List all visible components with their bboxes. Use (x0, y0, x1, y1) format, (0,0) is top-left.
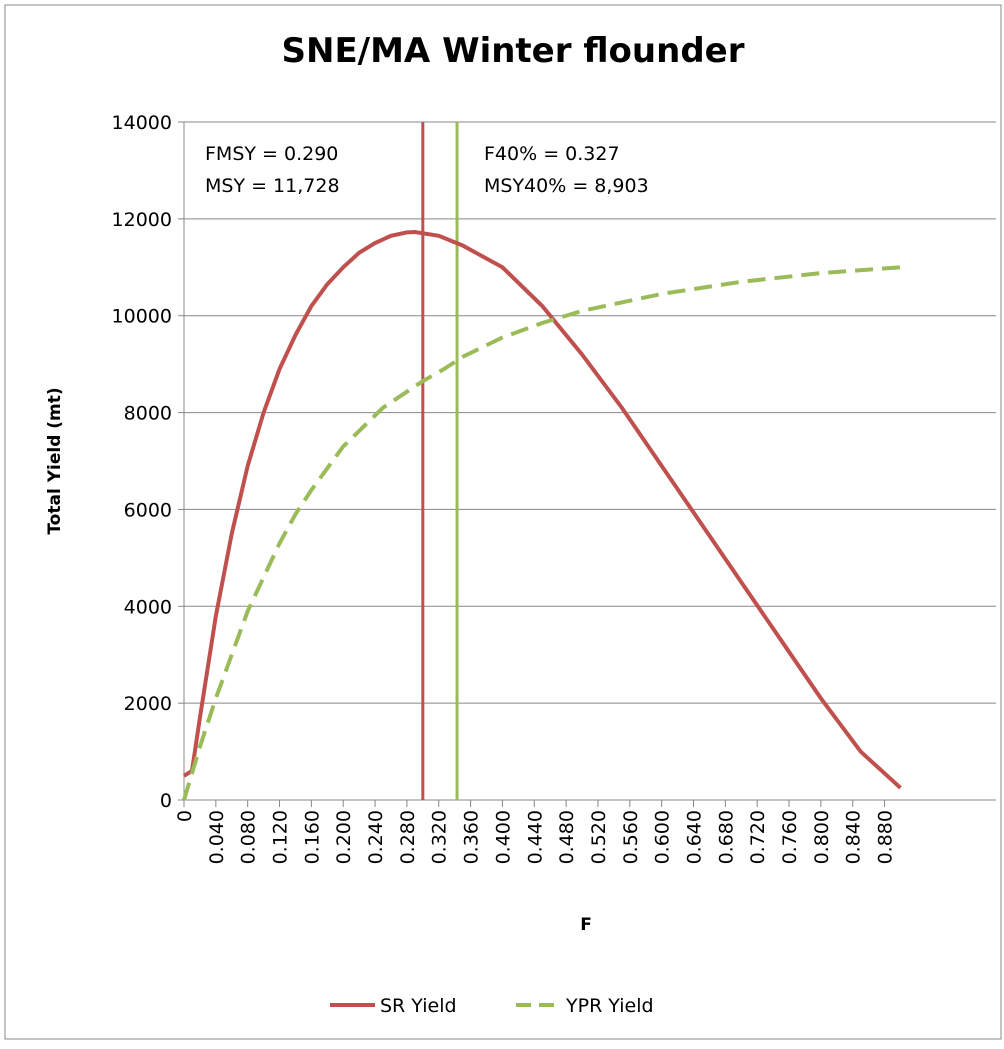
x-tick-label: 0.400 (492, 810, 514, 864)
annotation: F40% = 0.327 (484, 143, 620, 165)
annotation: MSY = 11,728 (205, 175, 340, 197)
x-tick-label: 0.120 (270, 810, 292, 864)
y-tick-label: 8000 (124, 403, 172, 425)
x-tick-label: 0.800 (811, 810, 833, 864)
legend-label: YPR Yield (565, 995, 654, 1017)
x-tick-label: 0.320 (429, 810, 451, 864)
y-tick-label: 2000 (124, 693, 172, 715)
x-tick-label: 0.840 (843, 810, 865, 864)
y-tick-label: 6000 (124, 499, 172, 521)
chart-title: SNE/MA Winter flounder (282, 31, 745, 71)
x-tick-label: 0.600 (652, 810, 674, 864)
x-tick-label: 0.080 (238, 810, 260, 864)
y-tick-label: 10000 (112, 306, 172, 328)
x-tick-label: 0.880 (875, 810, 897, 864)
annotation: MSY40% = 8,903 (484, 175, 649, 197)
x-tick-label: 0.520 (588, 810, 610, 864)
x-tick-label: 0.560 (620, 810, 642, 864)
x-tick-label: 0.200 (333, 810, 355, 864)
legend-label: SR Yield (380, 995, 457, 1017)
x-tick-label: 0.640 (683, 810, 705, 864)
x-tick-label: 0.160 (301, 810, 323, 864)
x-tick-label: 0.280 (397, 810, 419, 864)
x-tick-label: 0.240 (365, 810, 387, 864)
chart-border (4, 4, 1002, 1040)
y-tick-label: 12000 (112, 209, 172, 231)
x-axis-label: F (580, 915, 592, 935)
x-tick-label: 0.720 (747, 810, 769, 864)
x-tick-label: 0.440 (524, 810, 546, 864)
x-tick-label: 0.680 (715, 810, 737, 864)
series-line (182, 265, 901, 801)
x-tick-label: 0.040 (206, 810, 228, 864)
y-axis-label: Total Yield (mt) (45, 387, 65, 534)
x-tick-label: 0 (174, 810, 196, 822)
x-tick-label: 0.360 (461, 810, 483, 864)
x-tick-label: 0.760 (779, 810, 801, 864)
y-tick-label: 4000 (124, 596, 172, 618)
series-line (182, 230, 902, 790)
x-tick-label: 0.480 (556, 810, 578, 864)
y-tick-label: 0 (160, 790, 172, 812)
annotation: FMSY = 0.290 (205, 143, 338, 165)
y-tick-label: 14000 (112, 112, 172, 134)
